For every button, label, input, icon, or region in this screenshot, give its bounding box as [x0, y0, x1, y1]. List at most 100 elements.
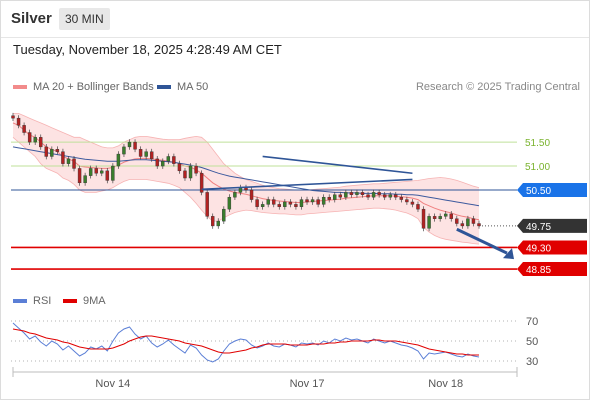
candle [100, 170, 104, 174]
candle [88, 168, 93, 176]
candle [260, 204, 265, 207]
candle [183, 170, 187, 179]
candle [349, 192, 354, 195]
legend-item-rsi-ma9: 9MA [63, 295, 106, 307]
candle [127, 141, 132, 148]
legend-label: MA 50 [177, 81, 209, 93]
candle [416, 204, 420, 210]
candle [288, 201, 293, 205]
rsi-line [12, 322, 480, 363]
candle [355, 192, 359, 195]
header-bar: Silver 30 MIN [1, 1, 589, 37]
candle [388, 194, 392, 198]
candle [222, 208, 226, 222]
ma50-line [12, 146, 480, 207]
candle [316, 199, 320, 205]
resistance-label: 51.50 [525, 138, 550, 149]
last-price-label: 49.75 [526, 222, 551, 233]
candle [255, 199, 259, 207]
candle [438, 216, 442, 219]
forecast-arrow-head [503, 248, 514, 260]
legend-label: 9MA [83, 295, 106, 307]
candle [149, 151, 154, 160]
candle [266, 199, 270, 205]
candle [399, 196, 404, 200]
candle [105, 170, 110, 181]
support-label-box [517, 262, 587, 277]
bollinger-lower-line [12, 136, 480, 245]
support-label: 49.30 [526, 243, 551, 254]
candle [83, 175, 87, 184]
candle [410, 201, 415, 205]
x-tick-label: Nov 17 [290, 378, 325, 390]
header-divider [1, 37, 589, 38]
rsi-tick-label: 70 [526, 316, 538, 328]
candle [371, 192, 376, 198]
candle [471, 218, 476, 224]
candle [11, 115, 15, 119]
pivot-label: 50.50 [526, 186, 551, 197]
candle [133, 141, 137, 150]
legend-label: MA 20 + Bollinger Bands [33, 81, 154, 93]
candle [321, 196, 326, 205]
support-label: 48.85 [526, 265, 551, 276]
candle [188, 165, 193, 179]
candle [199, 173, 204, 193]
candle [55, 149, 60, 152]
candle [294, 204, 298, 207]
candle [249, 189, 254, 200]
candle [50, 149, 54, 157]
candle [227, 196, 232, 210]
rsi-ma9-line [12, 328, 479, 356]
candle [460, 223, 465, 227]
symbol-title: Silver [11, 10, 52, 27]
candle [77, 168, 82, 184]
legend-item-ma20-bollinger: MA 20 + Bollinger Bands [13, 81, 154, 93]
candle [27, 132, 32, 143]
resistance-label: 51.00 [525, 162, 550, 173]
candle [238, 187, 243, 193]
x-tick-label: Nov 18 [428, 378, 463, 390]
candle [477, 223, 481, 227]
candle [22, 125, 26, 133]
candle [111, 165, 115, 181]
candle [455, 218, 459, 224]
candle [366, 194, 370, 198]
candle [39, 137, 43, 148]
legend-label: RSI [33, 295, 52, 307]
candle [172, 156, 176, 164]
candle [144, 151, 148, 157]
candle [61, 151, 65, 164]
candle [166, 156, 171, 162]
rsi-tick-label: 50 [526, 336, 538, 348]
candle [72, 158, 76, 169]
candle [327, 196, 331, 200]
candle [44, 146, 48, 157]
candle [233, 192, 237, 198]
candle [338, 194, 343, 198]
legend-swatch [157, 85, 171, 89]
candle [116, 153, 121, 167]
candle [177, 163, 182, 172]
candle [122, 146, 126, 155]
candle [360, 192, 365, 195]
candle [432, 216, 437, 219]
candle [16, 117, 21, 126]
candle [211, 216, 215, 227]
candle [33, 137, 37, 143]
candle [377, 192, 381, 195]
candle [94, 168, 98, 174]
forecast-arrow-shaft [456, 227, 508, 255]
legend-swatch [13, 85, 27, 89]
interval-badge[interactable]: 30 MIN [59, 8, 110, 30]
candle [194, 165, 198, 174]
pivot-label-box [517, 183, 587, 197]
candle [310, 199, 315, 203]
candle [216, 220, 220, 227]
candle [138, 149, 143, 157]
candle [466, 218, 470, 227]
triangle-lower-line [201, 178, 413, 191]
candle [427, 216, 431, 229]
legend-item-ma50: MA 50 [157, 81, 208, 93]
